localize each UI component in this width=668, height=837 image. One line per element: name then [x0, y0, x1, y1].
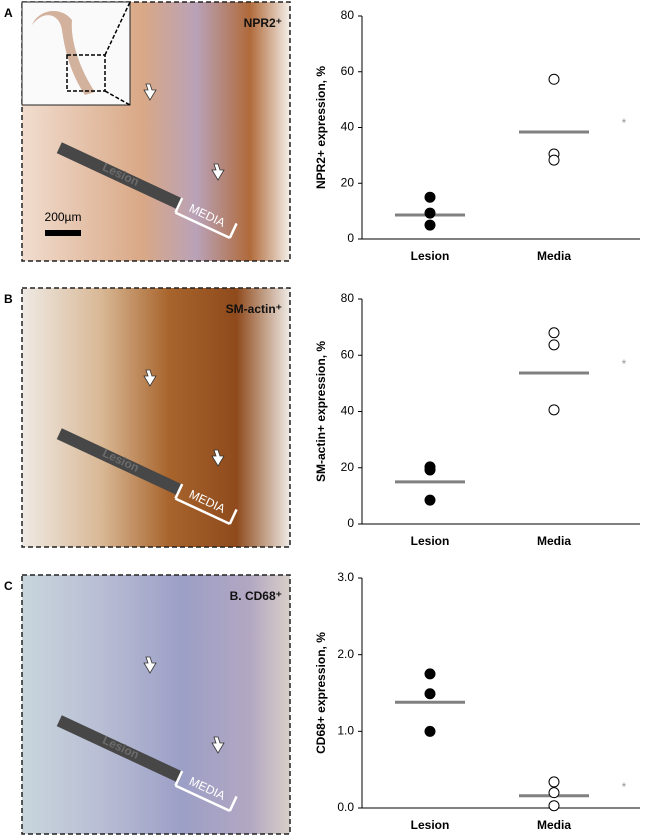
- media-bracket: [174, 197, 238, 240]
- significance: *: [622, 780, 627, 794]
- data-point: [548, 787, 560, 799]
- scale-label: 200µm: [45, 210, 82, 224]
- y-tick-label: 3.0: [337, 570, 354, 584]
- arrow: [211, 736, 225, 754]
- data-point: [548, 339, 560, 351]
- panel-letter: C: [4, 579, 13, 593]
- x-tick-label: Media: [537, 818, 571, 832]
- micrograph: [21, 574, 291, 835]
- y-tick-label: 80: [341, 8, 355, 22]
- y-tick-label: 40: [341, 404, 355, 418]
- stain-label: SM-actin⁺: [226, 302, 282, 316]
- zoom-line: [104, 90, 131, 106]
- media-bracket: [174, 483, 238, 526]
- data-point: [548, 776, 560, 788]
- x-tick-label: Media: [537, 249, 571, 263]
- micrograph: [21, 287, 291, 548]
- arrow: [143, 83, 157, 101]
- zoom-line: [104, 1, 131, 56]
- arrow: [211, 449, 225, 467]
- y-tick-label: 0: [347, 231, 354, 245]
- lesion-bar: [56, 428, 184, 496]
- data-point: [424, 464, 436, 476]
- y-axis-label: NPR2+ expression, %: [314, 66, 328, 189]
- y-tick-label: 1.0: [337, 724, 354, 738]
- arrow: [143, 369, 157, 387]
- y-tick-label: 0: [347, 516, 354, 530]
- data-point: [424, 191, 436, 203]
- y-tick-label: 80: [341, 291, 355, 305]
- y-tick-label: 60: [341, 347, 355, 361]
- y-tick-label: 20: [341, 460, 355, 474]
- stain-label: NPR2⁺: [244, 16, 282, 30]
- data-point: [548, 73, 560, 85]
- y-tick-label: 20: [341, 175, 355, 189]
- significance: *: [622, 357, 627, 371]
- data-point: [424, 219, 436, 231]
- y-tick-label: 40: [341, 120, 355, 134]
- data-point: [548, 327, 560, 339]
- y-axis-label: SM-actin+ expression, %: [314, 341, 328, 482]
- y-tick-label: 0.0: [337, 800, 354, 814]
- data-point: [548, 800, 560, 812]
- panel-letter: A: [4, 6, 13, 20]
- data-point: [424, 688, 436, 700]
- data-point: [424, 494, 436, 506]
- stain-label: B. CD68⁺: [230, 589, 282, 603]
- data-point: [548, 404, 560, 416]
- x-tick-label: Lesion: [411, 534, 450, 548]
- significance: *: [622, 116, 627, 130]
- arrow: [211, 163, 225, 181]
- data-point: [424, 668, 436, 680]
- data-point: [424, 207, 436, 219]
- y-axis-label: CD68+ expression, %: [314, 632, 328, 754]
- y-tick-label: 60: [341, 64, 355, 78]
- data-point: [548, 154, 560, 166]
- x-tick-label: Media: [537, 534, 571, 548]
- arrow: [143, 656, 157, 674]
- media-bracket: [174, 770, 238, 813]
- x-tick-label: Lesion: [411, 818, 450, 832]
- scale-bar: [45, 230, 81, 236]
- lesion-bar: [56, 142, 184, 210]
- inset-tissue: [32, 10, 95, 96]
- y-tick-label: 2.0: [337, 647, 354, 661]
- lesion-bar: [56, 715, 184, 783]
- x-tick-label: Lesion: [411, 249, 450, 263]
- inset-box: [66, 54, 106, 92]
- data-point: [424, 725, 436, 737]
- panel-letter: B: [4, 292, 13, 306]
